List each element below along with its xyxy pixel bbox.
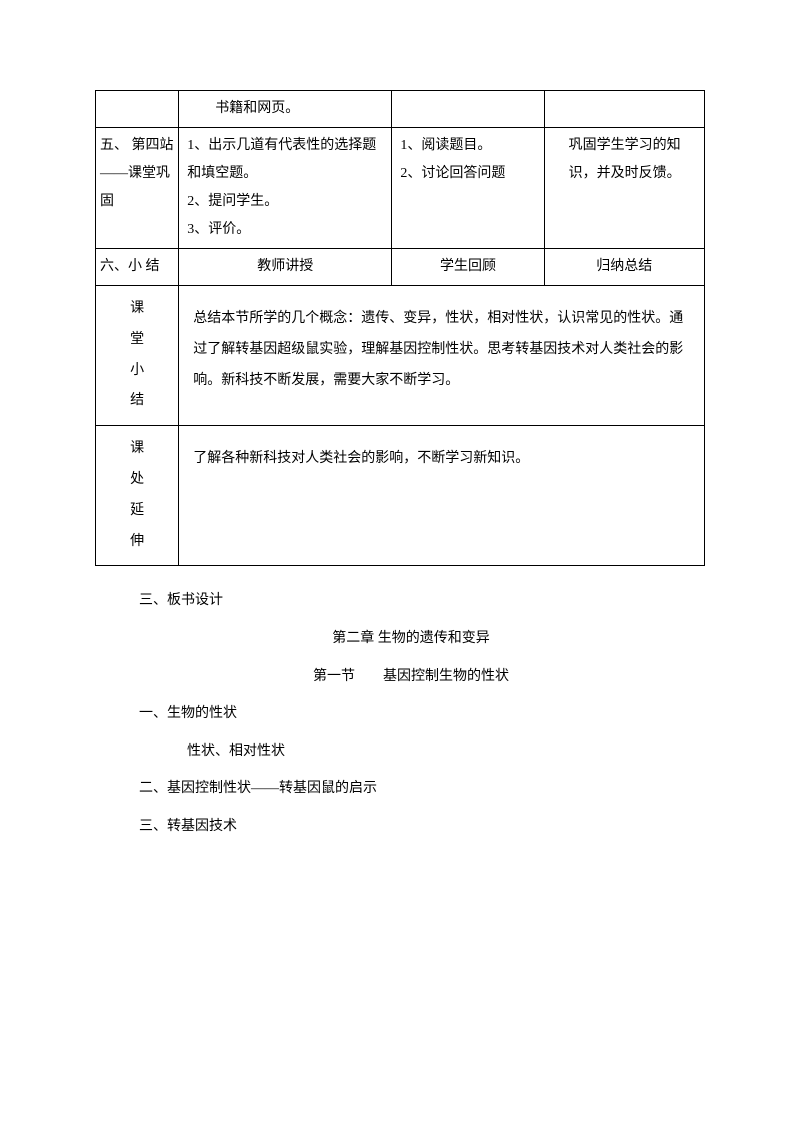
vertical-char: 小 [96, 356, 178, 387]
cell-r2c4: 巩固学生学习的知识，并及时反馈。 [544, 128, 704, 249]
heading-board-design: 三、板书设计 [117, 584, 705, 618]
cell-r4-label: 课 堂 小 结 [96, 286, 179, 426]
cell-r1c1 [96, 91, 179, 128]
table-row: 五、 第四站——课堂巩固 1、出示几道有代表性的选择题和填空题。 2、提问学生。… [96, 128, 705, 249]
cell-r1c4 [544, 91, 704, 128]
outline-item-2: 二、基因控制性状——转基因鼠的启示 [117, 772, 705, 806]
cell-r2c3: 1、阅读题目。 2、讨论回答问题 [392, 128, 544, 249]
outline-item-1-sub: 性状、相对性状 [117, 735, 705, 769]
cell-r3c1: 六、小 结 [96, 249, 179, 286]
table-row: 课 处 延 伸 了解各种新科技对人类社会的影响，不断学习新知识。 [96, 426, 705, 566]
cell-r1c2: 书籍和网页。 [179, 91, 392, 128]
cell-r4-content: 总结本节所学的几个概念：遗传、变异，性状，相对性状，认识常见的性状。通过了解转基… [179, 286, 705, 426]
section-title: 第一节 基因控制生物的性状 [117, 660, 705, 694]
vertical-char: 伸 [96, 527, 178, 558]
board-design-section: 三、板书设计 第二章 生物的遗传和变异 第一节 基因控制生物的性状 一、生物的性… [95, 584, 705, 843]
cell-r1c3 [392, 91, 544, 128]
table-row: 书籍和网页。 [96, 91, 705, 128]
table-row: 课 堂 小 结 总结本节所学的几个概念：遗传、变异，性状，相对性状，认识常见的性… [96, 286, 705, 426]
outline-item-1: 一、生物的性状 [117, 697, 705, 731]
table-row: 六、小 结 教师讲授 学生回顾 归纳总结 [96, 249, 705, 286]
vertical-char: 课 [96, 434, 178, 465]
cell-r2c2: 1、出示几道有代表性的选择题和填空题。 2、提问学生。 3、评价。 [179, 128, 392, 249]
vertical-char: 结 [96, 386, 178, 417]
chapter-title: 第二章 生物的遗传和变异 [117, 622, 705, 656]
cell-r3c2: 教师讲授 [179, 249, 392, 286]
lesson-plan-table: 书籍和网页。 五、 第四站——课堂巩固 1、出示几道有代表性的选择题和填空题。 … [95, 90, 705, 566]
vertical-char: 堂 [96, 325, 178, 356]
cell-r3c3: 学生回顾 [392, 249, 544, 286]
vertical-char: 处 [96, 465, 178, 496]
cell-r5-content: 了解各种新科技对人类社会的影响，不断学习新知识。 [179, 426, 705, 566]
outline-item-3: 三、转基因技术 [117, 810, 705, 844]
vertical-char: 延 [96, 496, 178, 527]
cell-r2c1: 五、 第四站——课堂巩固 [96, 128, 179, 249]
cell-r3c4: 归纳总结 [544, 249, 704, 286]
vertical-char: 课 [96, 294, 178, 325]
cell-r5-label: 课 处 延 伸 [96, 426, 179, 566]
